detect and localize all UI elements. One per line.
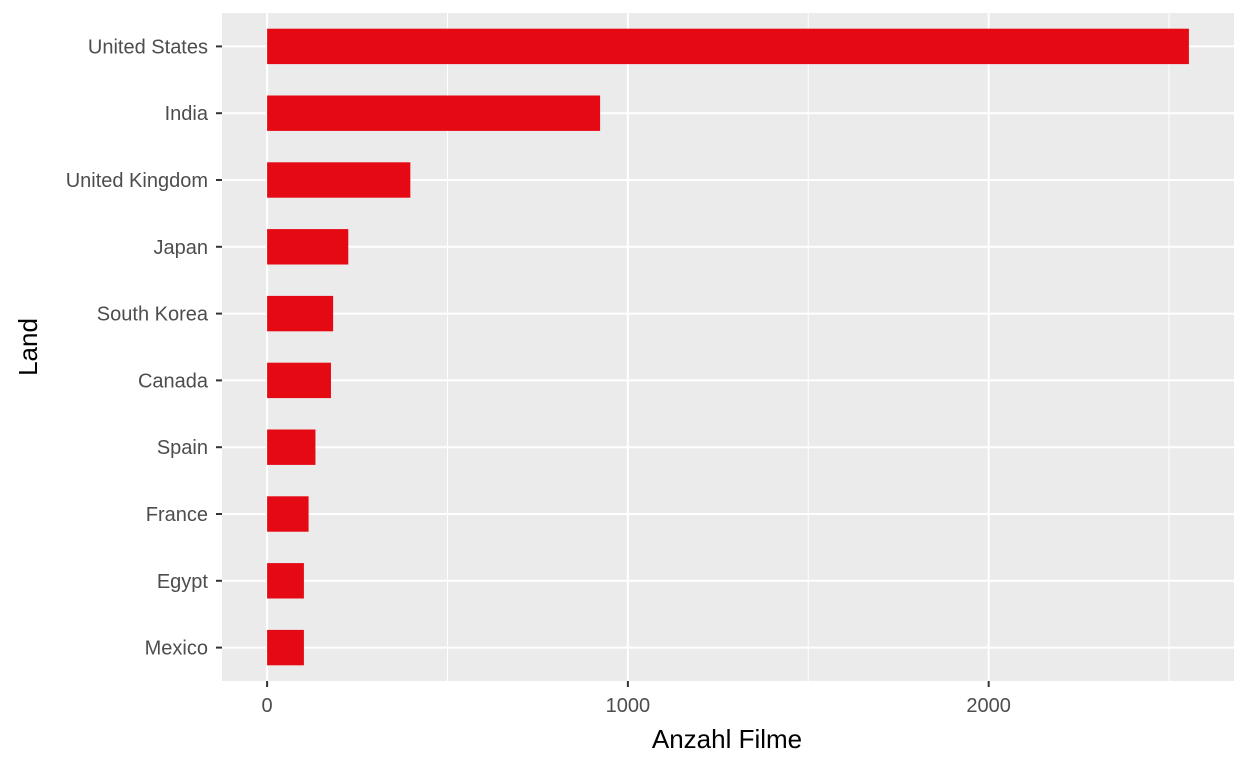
y-axis-title: Land <box>13 318 43 376</box>
bar <box>267 162 411 198</box>
bar <box>267 229 349 265</box>
bar <box>267 295 334 332</box>
x-axis: 0 1000 2000 <box>262 681 1011 717</box>
y-tick-label: India <box>165 103 209 125</box>
x-tick-label: 2000 <box>966 695 1011 717</box>
y-tick-label: Spain <box>157 437 208 459</box>
x-axis-title: Anzahl Filme <box>652 724 802 754</box>
bar <box>267 563 304 599</box>
y-tick-label: Egypt <box>157 571 209 593</box>
bars <box>267 28 1189 666</box>
bar <box>267 429 316 465</box>
bar <box>267 28 1189 65</box>
y-tick-label: Canada <box>138 370 209 392</box>
bar <box>267 629 304 666</box>
y-tick-label: South Korea <box>97 304 209 326</box>
y-tick-label: United States <box>88 36 208 58</box>
y-tick-label: France <box>146 504 208 526</box>
bar <box>267 362 331 399</box>
bar <box>267 496 309 532</box>
y-tick-label: United Kingdom <box>66 170 208 192</box>
bar <box>267 95 601 131</box>
y-tick-label: Mexico <box>145 638 208 660</box>
y-axis: United States India United Kingdom Japan Sou… <box>66 36 222 660</box>
y-tick-label: Japan <box>154 237 209 259</box>
x-tick-label: 1000 <box>606 695 651 717</box>
x-tick-label: 0 <box>262 695 273 717</box>
